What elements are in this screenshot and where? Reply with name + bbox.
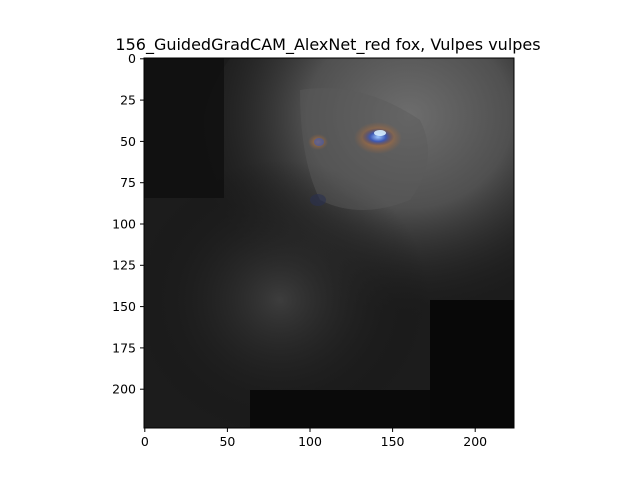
y-tick-label: 150	[112, 299, 136, 314]
saliency-image	[144, 58, 514, 428]
x-tick-label: 50	[219, 434, 235, 449]
y-axis: 0 25 50 75 100 125 150 175 200	[112, 51, 144, 397]
plot-title: 156_GuidedGradCAM_AlexNet_red fox, Vulpe…	[115, 35, 540, 55]
y-tick-label: 0	[128, 51, 136, 66]
y-tick-label: 50	[120, 134, 136, 149]
x-axis: 0 50 100 150 200	[141, 428, 487, 449]
y-tick-label: 125	[112, 258, 136, 273]
x-tick-label: 0	[141, 434, 149, 449]
y-tick-label: 200	[112, 382, 136, 397]
y-tick-label: 25	[120, 93, 136, 108]
x-tick-label: 100	[298, 434, 322, 449]
y-tick-label: 100	[112, 216, 136, 231]
x-tick-label: 150	[381, 434, 405, 449]
y-tick-label: 175	[112, 340, 136, 355]
plot-frame	[143, 57, 515, 429]
x-tick-label: 200	[463, 434, 487, 449]
y-tick-label: 75	[120, 175, 136, 190]
